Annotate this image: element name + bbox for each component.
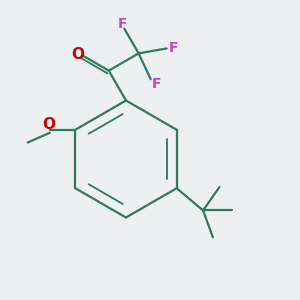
Text: F: F — [151, 77, 161, 91]
Text: F: F — [169, 41, 178, 55]
Text: F: F — [118, 16, 128, 31]
Text: O: O — [71, 47, 84, 62]
Text: O: O — [42, 117, 55, 132]
